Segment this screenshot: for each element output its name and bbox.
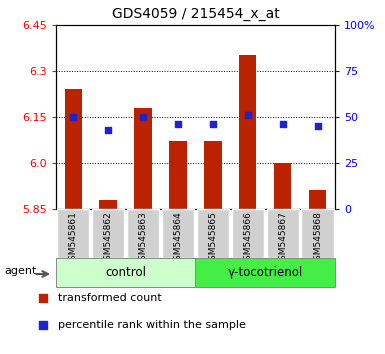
Point xyxy=(40,295,46,301)
Point xyxy=(210,121,216,127)
Bar xyxy=(204,141,221,209)
Title: GDS4059 / 215454_x_at: GDS4059 / 215454_x_at xyxy=(112,7,279,21)
Bar xyxy=(99,200,117,209)
Bar xyxy=(92,209,124,258)
Bar xyxy=(169,141,187,209)
Text: control: control xyxy=(105,266,146,279)
Bar xyxy=(162,209,194,258)
Text: GSM545865: GSM545865 xyxy=(208,211,218,266)
Point xyxy=(175,121,181,127)
Text: GSM545868: GSM545868 xyxy=(313,211,322,266)
Point xyxy=(105,127,111,132)
Text: GSM545867: GSM545867 xyxy=(278,211,287,266)
Text: GSM545866: GSM545866 xyxy=(243,211,252,266)
Text: GSM545861: GSM545861 xyxy=(69,211,78,266)
Text: GSM545862: GSM545862 xyxy=(104,211,113,266)
Bar xyxy=(56,258,195,287)
Bar xyxy=(197,209,229,258)
Text: transformed count: transformed count xyxy=(58,293,162,303)
Text: GSM545863: GSM545863 xyxy=(139,211,147,266)
Bar xyxy=(274,163,291,209)
Bar xyxy=(57,209,89,258)
Point xyxy=(70,114,76,120)
Bar xyxy=(239,56,256,209)
Point xyxy=(280,121,286,127)
Bar xyxy=(134,108,152,209)
Bar xyxy=(301,209,333,258)
Text: GSM545864: GSM545864 xyxy=(173,211,182,266)
Bar xyxy=(127,209,159,258)
Point xyxy=(40,322,46,327)
Text: γ-tocotrienol: γ-tocotrienol xyxy=(228,266,303,279)
Text: agent: agent xyxy=(5,266,37,276)
Point xyxy=(315,123,321,129)
Bar xyxy=(232,209,264,258)
Point xyxy=(140,114,146,120)
Bar xyxy=(266,209,299,258)
Bar xyxy=(195,258,335,287)
Bar xyxy=(65,89,82,209)
Text: percentile rank within the sample: percentile rank within the sample xyxy=(58,320,246,330)
Point xyxy=(244,112,251,118)
Bar xyxy=(309,190,326,209)
